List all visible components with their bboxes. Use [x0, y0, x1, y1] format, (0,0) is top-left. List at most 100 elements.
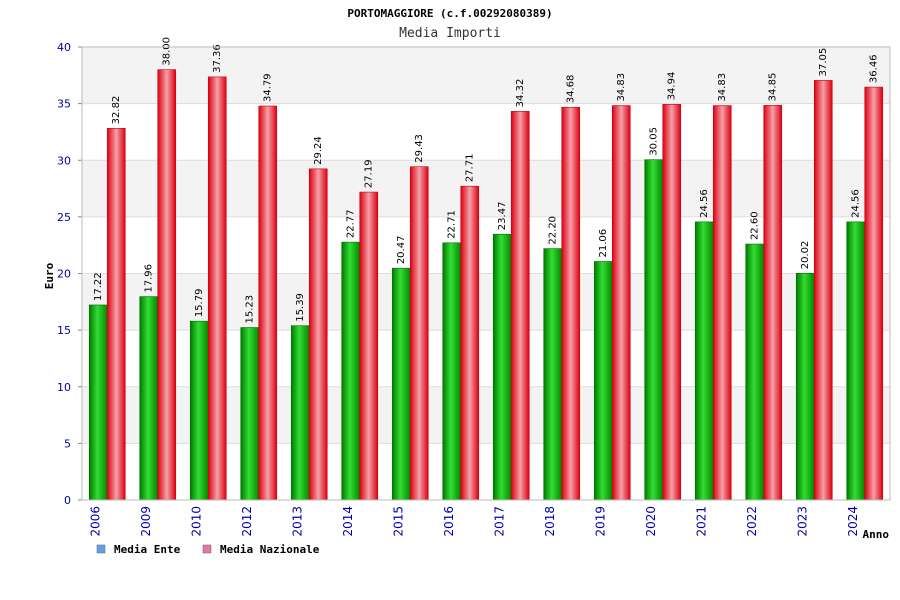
bar-media-ente-2021: [694, 221, 714, 501]
bar-media-nazionale-2024: [864, 86, 884, 501]
value-label-media-ente-2013: 15.39: [295, 293, 306, 322]
x-tick-label: 2006: [88, 506, 102, 537]
bar-media-ente-2018: [543, 248, 563, 501]
x-tick-label: 2009: [139, 506, 153, 537]
x-tick-label: 2019: [593, 506, 607, 537]
y-tick-label: 5: [64, 437, 71, 450]
bar-media-nazionale-2013: [308, 168, 328, 501]
bar-media-nazionale-2014: [359, 191, 379, 501]
value-label-media-ente-2015: 20.47: [396, 236, 407, 265]
legend-swatch-media-ente: [96, 544, 106, 554]
value-label-media-nazionale-2018: 34.68: [566, 75, 577, 104]
x-tick-label: 2013: [290, 506, 304, 537]
bar-media-nazionale-2023: [813, 80, 833, 501]
bar-media-nazionale-2021: [712, 105, 732, 501]
x-tick-label: 2015: [391, 506, 405, 537]
value-label-media-nazionale-2022: 34.85: [768, 73, 779, 102]
bar-media-nazionale-2009: [157, 69, 177, 501]
value-label-media-nazionale-2019: 34.83: [616, 73, 627, 102]
value-label-media-ente-2006: 17.22: [93, 272, 104, 301]
value-label-media-nazionale-2023: 37.05: [818, 48, 829, 77]
bar-media-ente-2024: [846, 221, 866, 501]
value-label-media-ente-2012: 15.23: [245, 295, 256, 324]
y-tick-label: 0: [64, 494, 71, 507]
x-tick-label: 2010: [189, 506, 203, 537]
value-label-media-nazionale-2012: 34.79: [263, 73, 274, 102]
bar-media-nazionale-2015: [409, 166, 429, 501]
bar-media-ente-2006: [88, 304, 108, 501]
value-label-media-nazionale-2009: 38.00: [162, 37, 173, 66]
bar-media-ente-2009: [139, 296, 159, 501]
legend-label-media-nazionale: Media Nazionale: [220, 543, 320, 556]
bar-media-ente-2012: [240, 327, 260, 501]
value-label-media-nazionale-2006: 32.82: [111, 96, 122, 125]
chart-title: PORTOMAGGIORE (c.f.00292080389): [347, 7, 552, 20]
bar-media-nazionale-2022: [763, 105, 783, 501]
y-axis-label: Euro: [43, 262, 56, 289]
y-tick-label: 35: [57, 98, 71, 111]
bar-media-ente-2017: [492, 233, 512, 501]
x-tick-label: 2021: [694, 506, 708, 537]
y-tick-label: 10: [57, 381, 71, 394]
bar-media-ente-2023: [795, 272, 815, 501]
bar-media-nazionale-2010: [207, 76, 227, 501]
value-label-media-ente-2014: 22.77: [346, 209, 357, 238]
x-tick-label: 2016: [442, 506, 456, 537]
y-tick-label: 20: [57, 268, 71, 281]
y-tick-label: 30: [57, 154, 71, 167]
bar-media-ente-2019: [593, 261, 613, 501]
value-label-media-nazionale-2010: 37.36: [212, 44, 223, 73]
y-tick-label: 15: [57, 324, 71, 337]
bar-media-ente-2016: [442, 242, 462, 501]
value-label-media-ente-2024: 24.56: [851, 189, 862, 218]
bar-media-ente-2022: [745, 243, 765, 501]
plot-frame: [81, 46, 891, 501]
y-axis-ticks: 0 5 10 15 20 25 30 35 40: [57, 41, 71, 507]
value-label-media-ente-2009: 17.96: [144, 264, 155, 293]
x-tick-label: 2022: [745, 506, 759, 537]
x-tick-label: 2020: [644, 506, 658, 537]
x-axis-label: Anno: [863, 528, 890, 541]
bar-media-nazionale-2019: [611, 105, 631, 501]
value-label-media-ente-2018: 22.20: [548, 216, 559, 245]
legend: Media Ente Media Nazionale: [96, 543, 320, 556]
value-labels: 17.22 32.82 17.96 38.00 15.79 37.36 15.23 34.79…: [93, 37, 880, 324]
value-label-media-ente-2016: 22.71: [447, 210, 458, 239]
value-label-media-ente-2022: 22.60: [750, 211, 761, 240]
legend-swatch-media-nazionale: [202, 544, 212, 554]
value-label-media-nazionale-2020: 34.94: [667, 72, 678, 101]
value-label-media-ente-2021: 24.56: [699, 189, 710, 218]
bar-media-nazionale-2017: [510, 111, 530, 501]
value-label-media-nazionale-2021: 34.83: [717, 73, 728, 102]
x-tick-label: 2017: [492, 506, 506, 537]
chart-subtitle: Media Importi: [399, 26, 501, 41]
value-label-media-nazionale-2014: 27.19: [364, 159, 375, 188]
value-label-media-nazionale-2024: 36.46: [869, 54, 880, 83]
x-tick-label: 2023: [795, 506, 809, 537]
x-tick-label: 2024: [846, 506, 860, 537]
legend-label-media-ente: Media Ente: [114, 543, 181, 556]
value-label-media-ente-2023: 20.02: [800, 241, 811, 270]
x-tick-label: 2014: [341, 506, 355, 537]
bar-media-ente-2015: [391, 267, 411, 501]
value-label-media-nazionale-2015: 29.43: [414, 134, 425, 163]
bar-media-ente-2014: [341, 241, 361, 501]
x-axis-ticks: 2006 2009 2010 2012 2013 2014 2015 2016 2017 2018…: [88, 506, 860, 537]
value-label-media-nazionale-2016: 27.71: [465, 154, 476, 183]
value-label-media-ente-2017: 23.47: [497, 202, 508, 231]
value-label-media-nazionale-2013: 29.24: [313, 136, 324, 165]
value-label-media-ente-2020: 30.05: [649, 127, 660, 156]
value-label-media-ente-2010: 15.79: [194, 289, 205, 318]
bar-media-nazionale-2012: [258, 105, 278, 501]
value-label-media-ente-2019: 21.06: [598, 229, 609, 258]
bar-media-nazionale-2018: [561, 106, 581, 501]
value-label-media-nazionale-2017: 34.32: [515, 79, 526, 108]
y-tick-label: 25: [57, 211, 71, 224]
y-tick-label: 40: [57, 41, 71, 54]
bar-media-nazionale-2016: [460, 185, 480, 501]
x-tick-label: 2018: [543, 506, 557, 537]
x-tick-label: 2012: [240, 506, 254, 537]
bar-media-nazionale-2006: [106, 128, 126, 501]
bar-media-ente-2020: [644, 159, 664, 501]
